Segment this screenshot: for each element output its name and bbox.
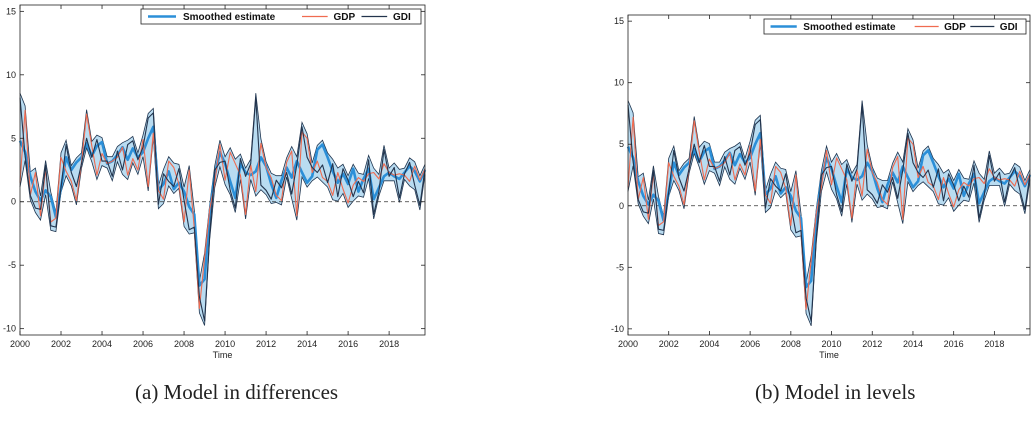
y-tick-label: 5 [619,139,624,149]
caption: (b) Model in levels [755,380,916,404]
legend-box [140,8,422,25]
x-tick-label: 2006 [740,339,760,349]
axes-frame [627,14,1031,336]
x-tick-label: 2016 [338,339,358,349]
band-lower-edge [627,143,1031,326]
y-tick-label: 15 [614,16,624,26]
caption: (a) Model in differences [135,380,339,404]
chart-differences: -10 -5 0 5 10 15 2000 2002 2004 2006 2008 2010 2012 2… [3,4,427,360]
y-tick-label: -5 [616,262,624,272]
y-tick-label: 5 [11,133,16,143]
x-tick-label: 2008 [174,339,194,349]
series-line-smoothed-estimate [626,131,1032,289]
series-line-gdp [627,116,1031,310]
x-tick-label: 2010 [215,339,235,349]
x-axis-label: Time [819,350,839,360]
y-tick-label: -10 [611,324,624,334]
x-tick-label: 2014 [903,339,923,349]
x-tick-label: 2018 [984,339,1004,349]
y-tick-label: 15 [6,6,16,16]
series-line-gdi [627,104,1031,323]
x-tick-label: 2014 [297,339,317,349]
y-tick-label: 0 [11,197,16,207]
x-tick-label: 2016 [944,339,964,349]
legend-label: Smoothed estimate [183,12,276,23]
legend-label: GDI [1000,22,1018,33]
band-upper-edge [19,93,426,282]
band-upper-edge [627,100,1031,283]
axes-frame [19,4,426,336]
band-lower-edge [19,137,426,326]
legend-label: GDI [393,12,411,23]
chart-levels: -10 -5 0 5 10 15 2000 2002 2004 2006 2008 2010 2012 2… [611,14,1032,360]
y-tick-label: 10 [6,70,16,80]
chart-panel-differences: -10 -5 0 5 10 15 2000 2002 2004 2006 2008 2010 2012 2… [0,0,430,430]
legend-label: GDP [944,22,966,33]
x-tick-label: 2004 [92,339,112,349]
x-tick-label: 2018 [379,339,399,349]
y-tick-label: 10 [614,78,624,88]
y-tick-label: 0 [619,201,624,211]
legend-box [763,18,1027,35]
series-line-smoothed-estimate [18,125,427,287]
y-tick-label: -10 [3,324,16,334]
series-line-gdi [19,97,426,322]
legend-label: GDP [334,12,356,23]
series-line-gdp [19,109,426,309]
legend-label: Smoothed estimate [803,22,896,33]
x-tick-label: 2004 [699,339,719,349]
x-tick-label: 2000 [618,339,638,349]
x-tick-label: 2002 [659,339,679,349]
x-axis-label: Time [213,350,233,360]
x-tick-label: 2000 [10,339,30,349]
x-tick-label: 2012 [256,339,276,349]
x-tick-label: 2008 [781,339,801,349]
x-tick-label: 2010 [822,339,842,349]
x-tick-label: 2006 [133,339,153,349]
x-tick-label: 2012 [862,339,882,349]
chart-panel-levels: -10 -5 0 5 10 15 2000 2002 2004 2006 2008 2010 2012 2… [590,0,1035,430]
x-tick-label: 2002 [51,339,71,349]
y-tick-label: -5 [8,260,16,270]
